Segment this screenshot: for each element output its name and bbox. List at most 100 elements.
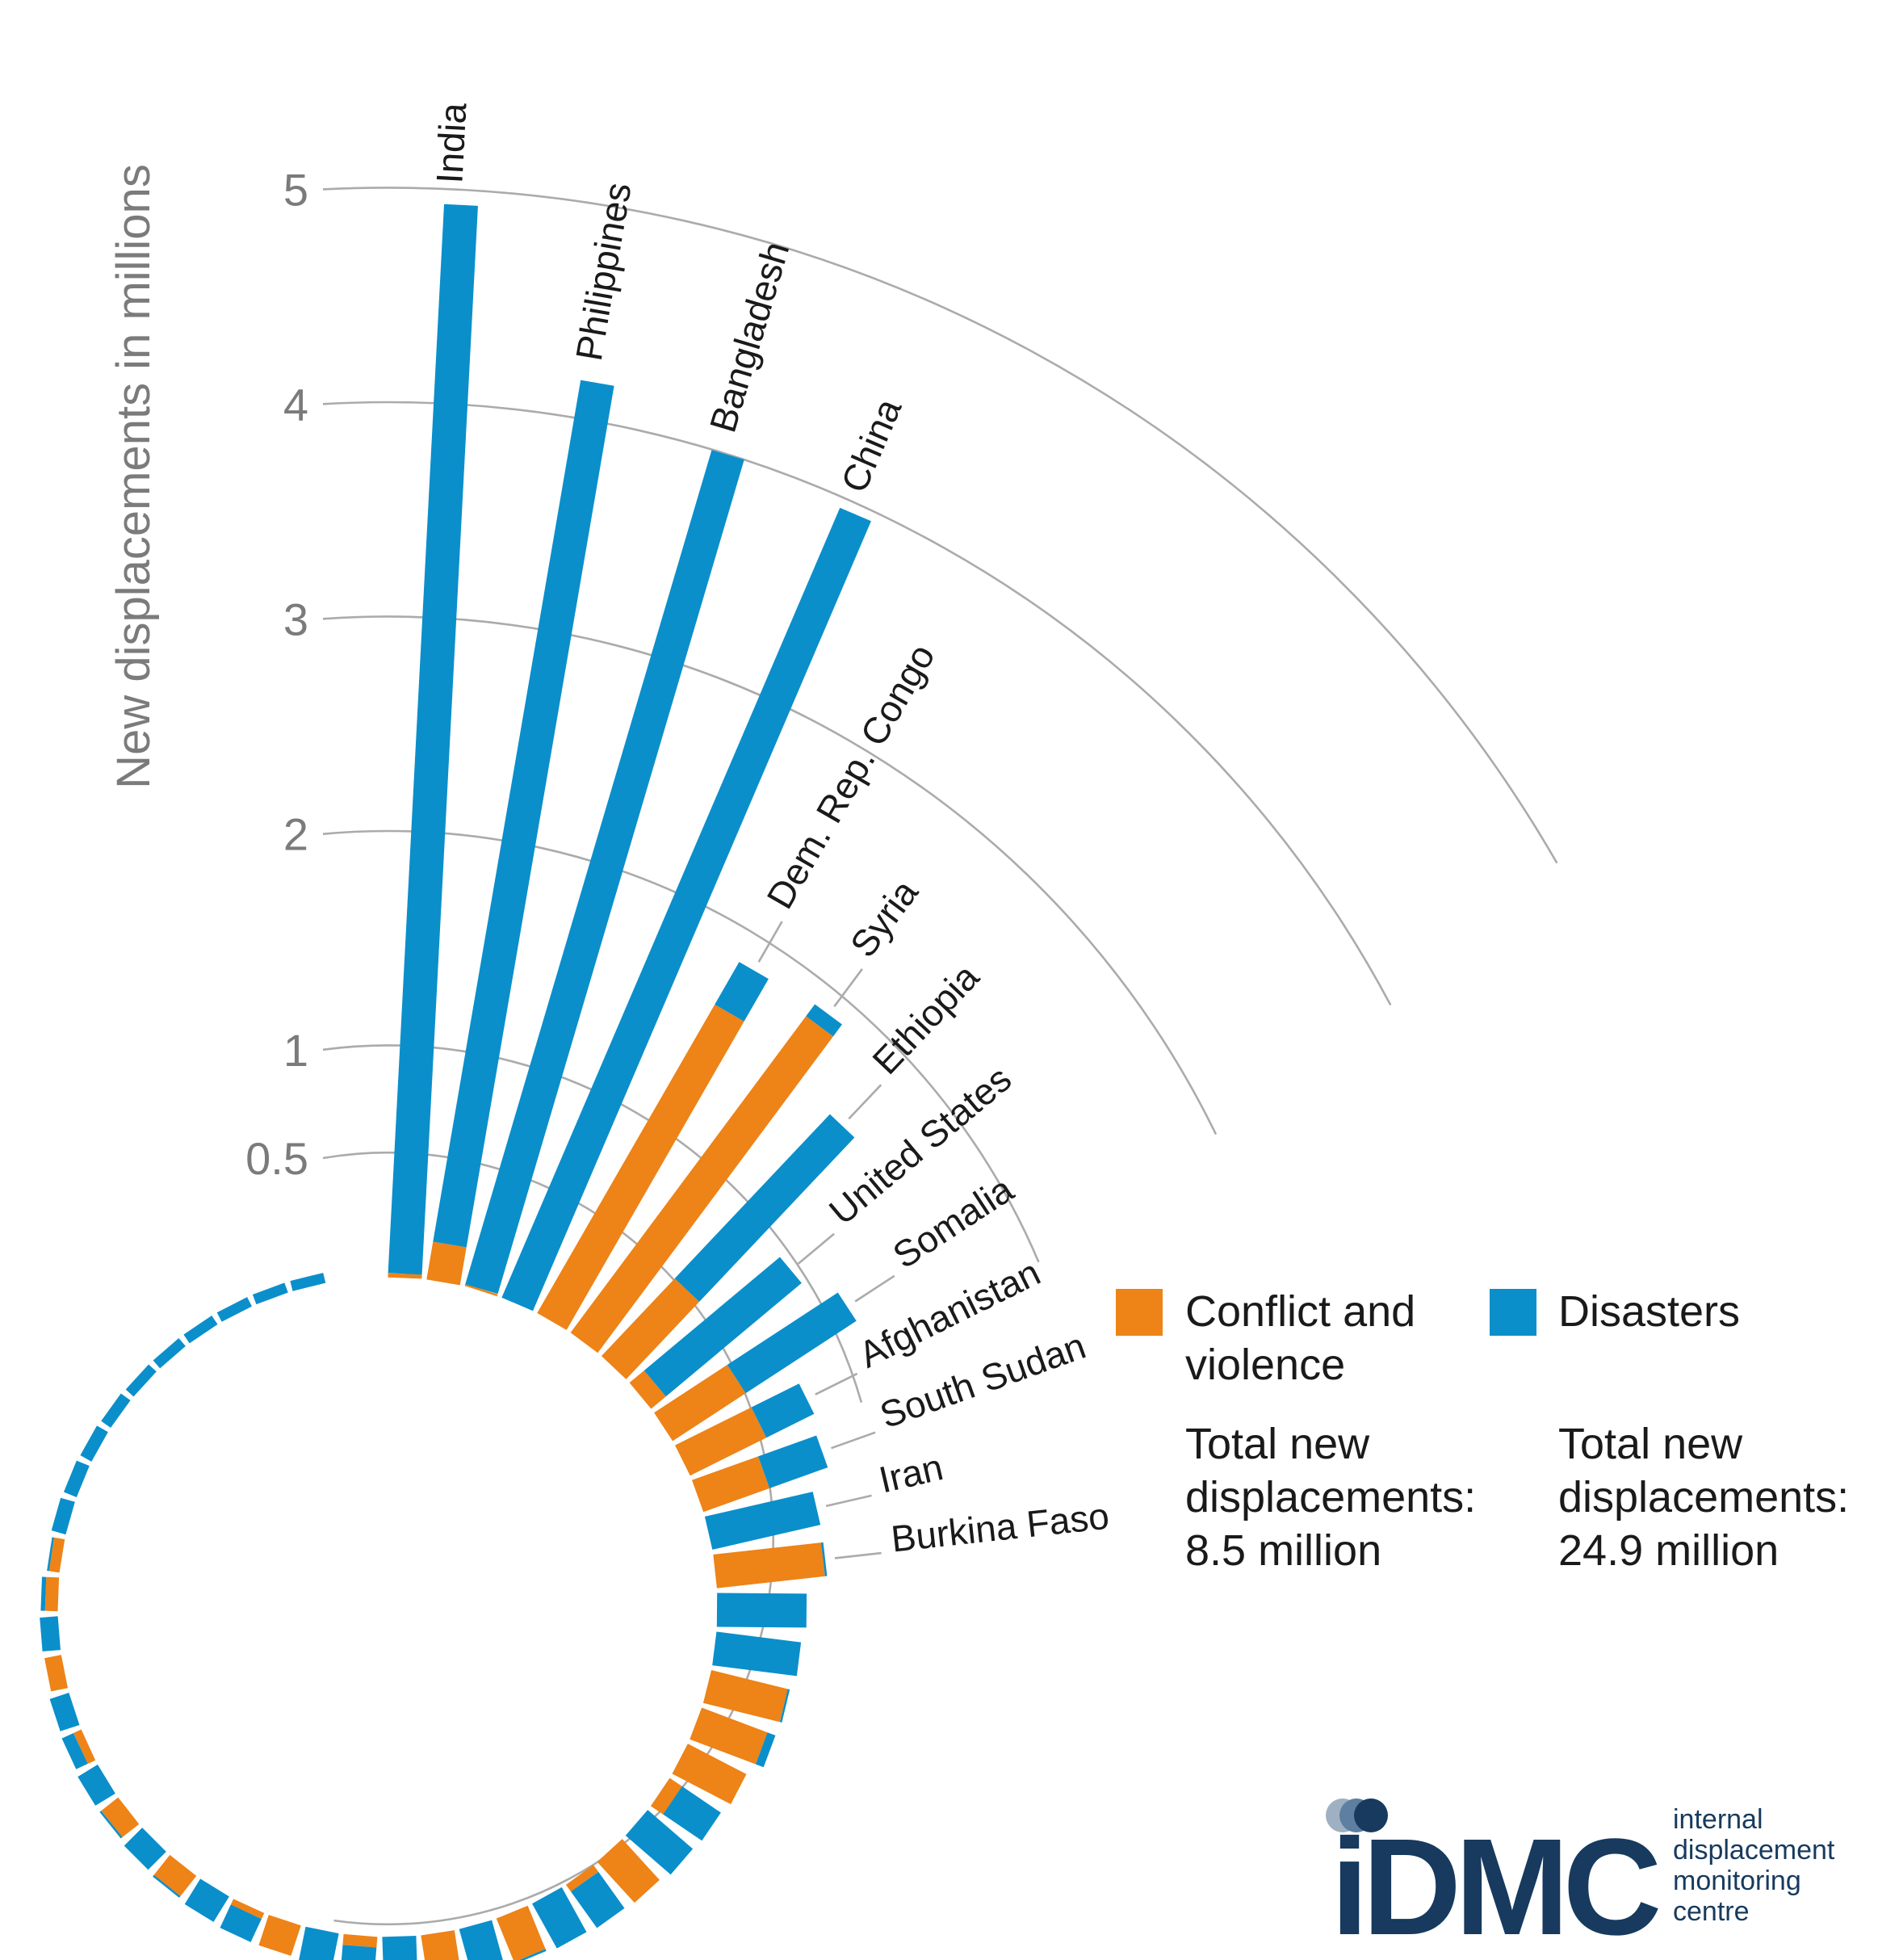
bar-segment-conflict: [44, 1576, 60, 1612]
bar-india: [388, 204, 478, 1279]
bar-segment-disasters: [758, 1435, 828, 1488]
ring-bar: [183, 1316, 218, 1344]
ring-bar: [421, 1930, 459, 1960]
label-leader-line: [831, 1431, 876, 1450]
ring-bar: [650, 1777, 721, 1841]
label-leader-line: [854, 1274, 895, 1303]
legend-label-conflict-line2: violence: [1185, 1341, 1345, 1389]
total-disasters-line1: Total new: [1558, 1420, 1743, 1468]
bar-segment-conflict: [702, 1670, 788, 1723]
ring-bar: [44, 1655, 68, 1692]
axis-tick-label-0.5: 0.5: [245, 1133, 308, 1184]
ring-bar: [220, 1899, 265, 1942]
bar-segment-conflict: [421, 1930, 459, 1960]
ring-bar: [184, 1878, 229, 1922]
label-leader-line: [833, 968, 863, 1008]
bar-segment-disasters: [101, 1393, 131, 1429]
bar-segment-disasters: [183, 1316, 218, 1344]
bar-series: [40, 204, 871, 1960]
bar-segment-disasters: [663, 1786, 721, 1841]
bar-segment-conflict: [690, 1707, 768, 1765]
bar-segment-disasters: [571, 1871, 625, 1929]
logo-line-4: centre: [1673, 1896, 1750, 1927]
label-leader-line: [815, 1372, 858, 1396]
bar-segment-disasters: [99, 1811, 123, 1839]
country-label: Ethiopia: [864, 955, 987, 1082]
legend-label-disasters: Disasters: [1558, 1287, 1740, 1336]
bar-segment-conflict: [672, 1744, 747, 1805]
bar-segment-conflict: [537, 1004, 744, 1330]
ring-bar: [216, 1297, 252, 1322]
ring-bar: [40, 1616, 61, 1652]
bar-segment-disasters: [78, 1764, 115, 1806]
bar-afghanistan: [675, 1383, 815, 1476]
bar-segment-conflict: [601, 1278, 700, 1379]
bar-segment-conflict: [342, 1933, 378, 1948]
bar-segment-conflict: [426, 1241, 467, 1286]
bar-segment-conflict: [692, 1456, 770, 1513]
total-disasters-line2: displacements:: [1558, 1473, 1849, 1521]
ring-bar: [40, 1576, 60, 1612]
bar-segment-conflict: [713, 1542, 825, 1589]
total-conflict-line2: displacements:: [1185, 1473, 1476, 1521]
bar-segment-disasters: [643, 1257, 802, 1397]
axis-tick-labels: 5 4 3 2 1 0.5: [245, 164, 308, 1184]
logo-wordmark: iDMC: [1331, 1811, 1659, 1960]
country-label: India: [428, 102, 474, 185]
bar-segment-disasters: [61, 1732, 88, 1769]
ring-bar: [690, 1707, 776, 1768]
bar-segment-disasters: [124, 1828, 166, 1870]
bar-segment-conflict: [675, 1407, 767, 1476]
bar-segment-disasters: [63, 1460, 90, 1498]
label-leader-line: [757, 921, 783, 963]
total-conflict-value: 8.5 million: [1185, 1526, 1381, 1575]
bar-segment-disasters: [806, 1004, 842, 1037]
bar-segment-conflict: [101, 1797, 140, 1838]
bar-segment-disasters: [712, 1631, 802, 1677]
bar-segment-disasters: [153, 1338, 186, 1369]
label-leader-line: [848, 1084, 882, 1120]
ring-bar: [341, 1933, 378, 1960]
label-leader-line: [825, 1494, 872, 1508]
bar-segment-conflict: [650, 1777, 682, 1815]
bar-bangladesh: [464, 450, 744, 1297]
bar-south-sudan: [692, 1435, 828, 1513]
bar-burkina-faso: [713, 1542, 828, 1589]
legend-label-conflict-line1: Conflict and: [1185, 1287, 1415, 1336]
bar-segment-disasters: [220, 1904, 262, 1942]
ring-bar: [51, 1497, 75, 1535]
bar-somalia: [654, 1292, 857, 1442]
bar-ethiopia: [601, 1114, 855, 1379]
axis-tick-label-1: 1: [283, 1025, 308, 1076]
bar-iran: [704, 1492, 821, 1550]
bar-segment-disasters: [751, 1383, 815, 1438]
ring-bar: [258, 1915, 301, 1956]
bar-segment-disasters: [40, 1616, 61, 1652]
bar-segment-disasters: [727, 1292, 857, 1394]
bar-segment-conflict: [654, 1365, 746, 1442]
bar-segment-disasters: [216, 1297, 252, 1322]
bar-segment-disasters: [388, 204, 478, 1275]
ring-bar: [597, 1839, 660, 1903]
ring-bar: [702, 1670, 790, 1723]
ring-bar: [290, 1273, 326, 1291]
ring-bar: [61, 1729, 96, 1769]
legend-swatch-disasters: [1490, 1289, 1536, 1336]
label-leader-line: [797, 1232, 835, 1265]
bar-united-states: [629, 1257, 802, 1409]
bar-segment-disasters: [715, 962, 769, 1022]
ring-bar: [299, 1926, 339, 1960]
bar-china: [501, 507, 871, 1312]
ring-bar: [532, 1887, 587, 1949]
bar-syria: [570, 1004, 842, 1354]
bar-segment-disasters: [501, 507, 871, 1312]
ring-bar: [49, 1693, 80, 1731]
ring-bar: [124, 1828, 166, 1870]
bar-segment-disasters: [184, 1878, 229, 1922]
bar-segment-conflict: [44, 1655, 68, 1692]
bar-segment-disasters: [153, 1874, 181, 1898]
idmc-logo: iDMC internal displacement monitoring ce…: [1326, 1798, 1835, 1960]
bar-segment-disasters: [465, 450, 744, 1295]
